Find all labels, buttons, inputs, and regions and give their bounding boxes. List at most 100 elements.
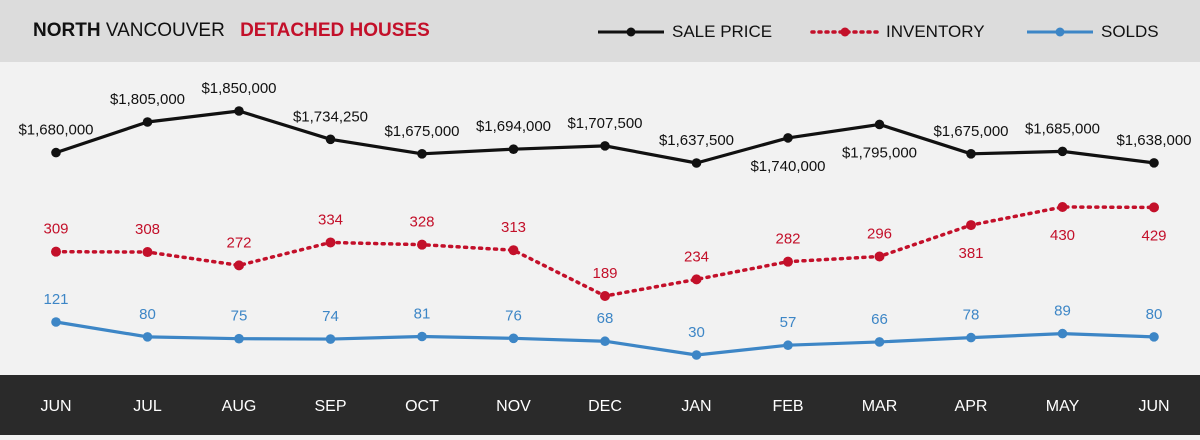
data-label: $1,795,000 — [842, 144, 917, 161]
x-tick-label: JUN — [1138, 398, 1169, 415]
legend-label: SALE PRICE — [672, 22, 773, 41]
data-label: 328 — [409, 214, 434, 231]
data-point — [142, 332, 153, 342]
title-bold: NORTH — [33, 20, 101, 41]
title-red: DETACHED HOUSES — [240, 20, 430, 41]
data-label: 189 — [592, 265, 617, 282]
data-point — [874, 251, 885, 262]
data-label: $1,740,000 — [750, 158, 825, 175]
data-point — [51, 147, 61, 158]
data-point — [417, 239, 427, 250]
data-point — [142, 117, 153, 127]
data-point — [142, 247, 153, 258]
chart-title: NORTH VANCOUVER DETACHED HOUSES — [33, 20, 430, 42]
data-label: $1,805,000 — [110, 91, 185, 108]
data-label: 121 — [43, 291, 68, 308]
data-point — [1057, 202, 1068, 212]
data-label: 76 — [505, 307, 522, 324]
data-point — [417, 149, 427, 159]
data-label: 80 — [1146, 306, 1163, 323]
legend-sale-price-line-icon — [598, 27, 664, 37]
data-label: 334 — [318, 211, 343, 228]
data-point — [691, 350, 702, 360]
data-point — [325, 237, 336, 248]
data-label: $1,638,000 — [1116, 132, 1191, 149]
data-point — [51, 246, 61, 257]
line-chart: $1,680,000 $1,805,000 $1,850,000 $1,734,250… — [18, 80, 1192, 360]
data-label: 80 — [139, 306, 156, 323]
data-point — [1149, 158, 1159, 168]
x-tick-label: NOV — [496, 398, 531, 415]
data-point — [874, 119, 885, 130]
x-tick-label: JUL — [133, 398, 162, 415]
data-point — [508, 144, 519, 154]
data-label: 309 — [43, 221, 68, 238]
data-label: 78 — [963, 307, 980, 324]
x-axis: JUN JUL AUG SEP OCT NOV DEC JAN FEB MAR APR MAY JUN — [40, 398, 1169, 415]
data-label: 282 — [775, 231, 800, 248]
legend-label: SOLDS — [1101, 22, 1159, 41]
data-point — [234, 106, 244, 116]
x-axis-band: JUN JUL AUG SEP OCT NOV DEC JAN FEB MAR APR MAY JUN — [0, 375, 1200, 435]
x-tick-label: FEB — [772, 398, 803, 415]
data-point — [508, 245, 519, 256]
data-label: $1,637,500 — [659, 132, 734, 149]
data-point — [966, 149, 976, 159]
data-label: 430 — [1050, 227, 1075, 244]
data-point — [325, 334, 336, 344]
x-tick-label: MAY — [1046, 398, 1080, 415]
data-label: 75 — [231, 308, 248, 325]
data-point — [783, 340, 793, 351]
x-tick-label: JAN — [681, 398, 711, 415]
data-point — [51, 317, 61, 327]
legend-inventory-dotted-line-icon — [810, 27, 880, 37]
data-point — [234, 260, 244, 271]
data-label: 296 — [867, 225, 892, 242]
data-point — [783, 133, 793, 143]
data-label: 89 — [1054, 303, 1071, 320]
data-label: 308 — [135, 221, 160, 238]
data-label: 381 — [958, 245, 983, 262]
data-point — [1057, 146, 1068, 157]
legend-label: INVENTORY — [886, 22, 985, 41]
data-point — [1149, 202, 1159, 213]
data-label: 234 — [684, 248, 709, 265]
x-tick-label: DEC — [588, 398, 622, 415]
x-tick-label: JUN — [40, 398, 71, 415]
data-label: $1,694,000 — [476, 118, 551, 135]
data-label: 429 — [1141, 227, 1166, 244]
data-point — [325, 134, 336, 145]
data-label: $1,850,000 — [201, 80, 276, 97]
data-label: 81 — [414, 306, 431, 323]
data-point — [874, 337, 885, 347]
data-label: $1,675,000 — [384, 123, 459, 140]
data-point — [783, 256, 793, 267]
data-label: 74 — [322, 308, 339, 325]
data-label: 30 — [688, 324, 705, 341]
data-point — [1057, 328, 1068, 339]
data-point — [600, 141, 610, 151]
x-tick-label: APR — [955, 398, 988, 415]
x-tick-label: OCT — [405, 398, 439, 415]
data-point — [508, 333, 519, 344]
data-label: $1,707,500 — [567, 115, 642, 132]
data-point — [966, 220, 976, 231]
series-line-inventory — [54, 205, 1156, 298]
x-tick-label: AUG — [222, 398, 257, 415]
data-label: 66 — [871, 311, 888, 328]
x-tick-label: SEP — [314, 398, 346, 415]
data-label: 272 — [226, 234, 251, 251]
data-point — [417, 331, 427, 342]
data-point — [966, 332, 976, 343]
title-rest: VANCOUVER — [105, 20, 225, 41]
x-tick-label: MAR — [862, 398, 898, 415]
legend-solds-line-icon — [1027, 27, 1093, 37]
data-point — [600, 336, 610, 347]
data-label: $1,675,000 — [933, 123, 1008, 140]
data-point — [691, 274, 702, 285]
data-label: 57 — [780, 314, 797, 331]
data-point — [691, 158, 702, 168]
data-point — [234, 333, 244, 344]
data-label: $1,680,000 — [18, 122, 93, 139]
data-label: $1,734,250 — [293, 108, 368, 125]
